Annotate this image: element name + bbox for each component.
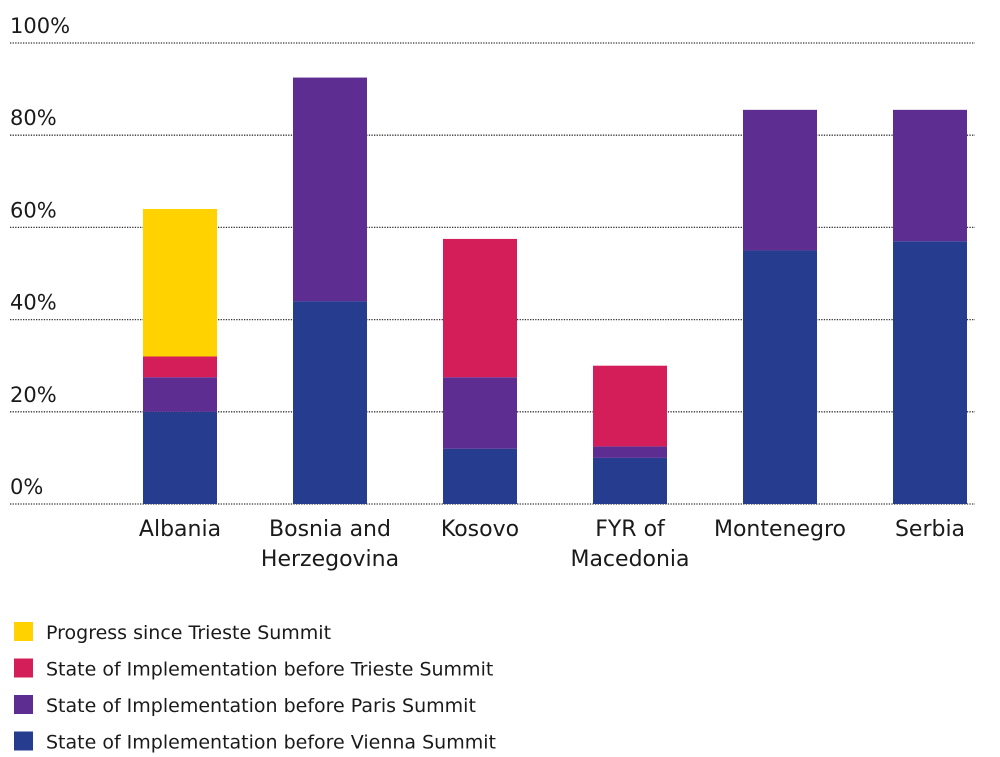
bar-segment	[143, 356, 217, 378]
x-tick-label: Bosnia and Herzegovina	[260, 517, 400, 572]
legend-swatch	[14, 695, 33, 714]
y-tick-label: 0%	[10, 475, 43, 499]
bar-segment	[443, 377, 517, 449]
legend-label: State of Implementation before Vienna Su…	[46, 732, 496, 754]
legend-label: Progress since Trieste Summit	[46, 622, 331, 644]
x-tick-label: Montenegro	[713, 517, 846, 542]
legend-label: State of Implementation before Paris Sum…	[46, 695, 476, 717]
x-tick-label: Albania	[138, 517, 222, 542]
y-tick-label: 20%	[10, 383, 57, 407]
bar-segment	[743, 250, 817, 504]
bar-segment	[893, 109, 967, 242]
y-tick-label: 60%	[10, 198, 57, 222]
bar-segment	[443, 238, 517, 378]
bar-segment	[143, 208, 217, 357]
x-tick-label: FYR of Macedonia	[570, 517, 690, 572]
bar-segment	[143, 377, 217, 412]
bar-segment	[293, 301, 367, 504]
x-tick-label: Serbia	[894, 517, 966, 542]
y-tick-label: 40%	[10, 291, 57, 315]
legend-swatch	[14, 731, 33, 751]
bar-segment	[743, 109, 817, 251]
bar-segment	[893, 241, 967, 505]
legend-swatch	[14, 658, 33, 678]
bar-segment	[593, 457, 667, 504]
x-tick-label: Kosovo	[440, 517, 520, 542]
y-tick-label: 80%	[10, 106, 57, 130]
bar-segment	[293, 77, 367, 302]
y-tick-label: 100%	[10, 14, 70, 38]
bar-segment	[143, 411, 217, 504]
bar-segment	[593, 365, 667, 447]
bar-segment	[593, 446, 667, 458]
bar-segment	[443, 448, 517, 504]
legend-label: State of Implementation before Trieste S…	[46, 659, 493, 681]
legend-swatch	[14, 622, 33, 641]
